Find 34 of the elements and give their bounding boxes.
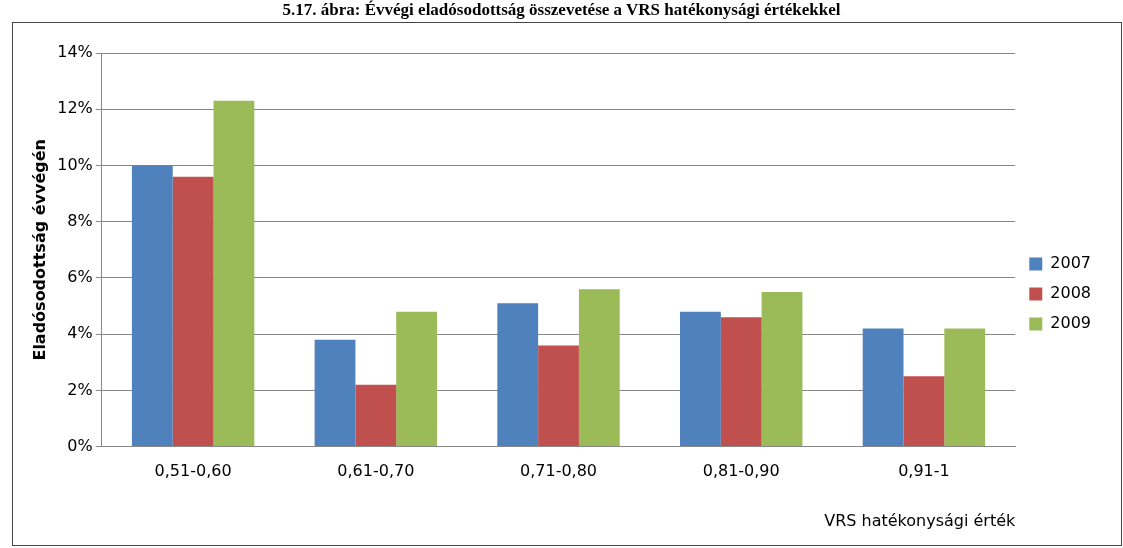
y-tick-label: 0% [67,435,93,455]
bar [761,291,803,447]
x-tick-label: 0,61-0,70 [337,461,415,481]
bar [213,100,255,447]
y-tick-label: 10% [57,154,93,174]
y-axis-title: Eladósodottság évvégén [29,139,49,361]
bar [944,328,986,447]
bar [862,328,904,447]
chart-title: 5.17. ábra: Évvégi eladósodottság összevetése a VRS hatékonysági értékekkel [281,0,842,20]
bar [578,289,620,447]
y-tick-label: 6% [67,267,93,287]
x-tick-label: 0,71-0,80 [520,461,598,481]
x-tick-label: 0,81-0,90 [702,461,780,481]
y-tick-label: 12% [57,98,93,118]
bar [131,165,173,447]
bar [538,345,579,447]
bar [720,317,762,447]
bar [680,311,721,447]
x-tick-label: 0,91-1 [898,461,950,481]
y-tick-label: 2% [67,379,93,399]
x-axis-title: VRS hatékonysági érték [824,510,1017,530]
bar [497,303,539,447]
y-tick-label: 4% [67,323,93,343]
y-tick-label: 14% [57,42,93,62]
x-tick-label: 0,51-0,60 [154,461,232,481]
bar [396,311,438,447]
bar [355,384,397,447]
bar [314,339,356,447]
legend-label: 2007 [1050,253,1091,273]
bar [172,176,214,447]
bar [903,376,945,447]
legend-label: 2008 [1050,283,1091,303]
y-tick-label: 8% [67,210,93,230]
legend-label: 2009 [1050,313,1091,333]
